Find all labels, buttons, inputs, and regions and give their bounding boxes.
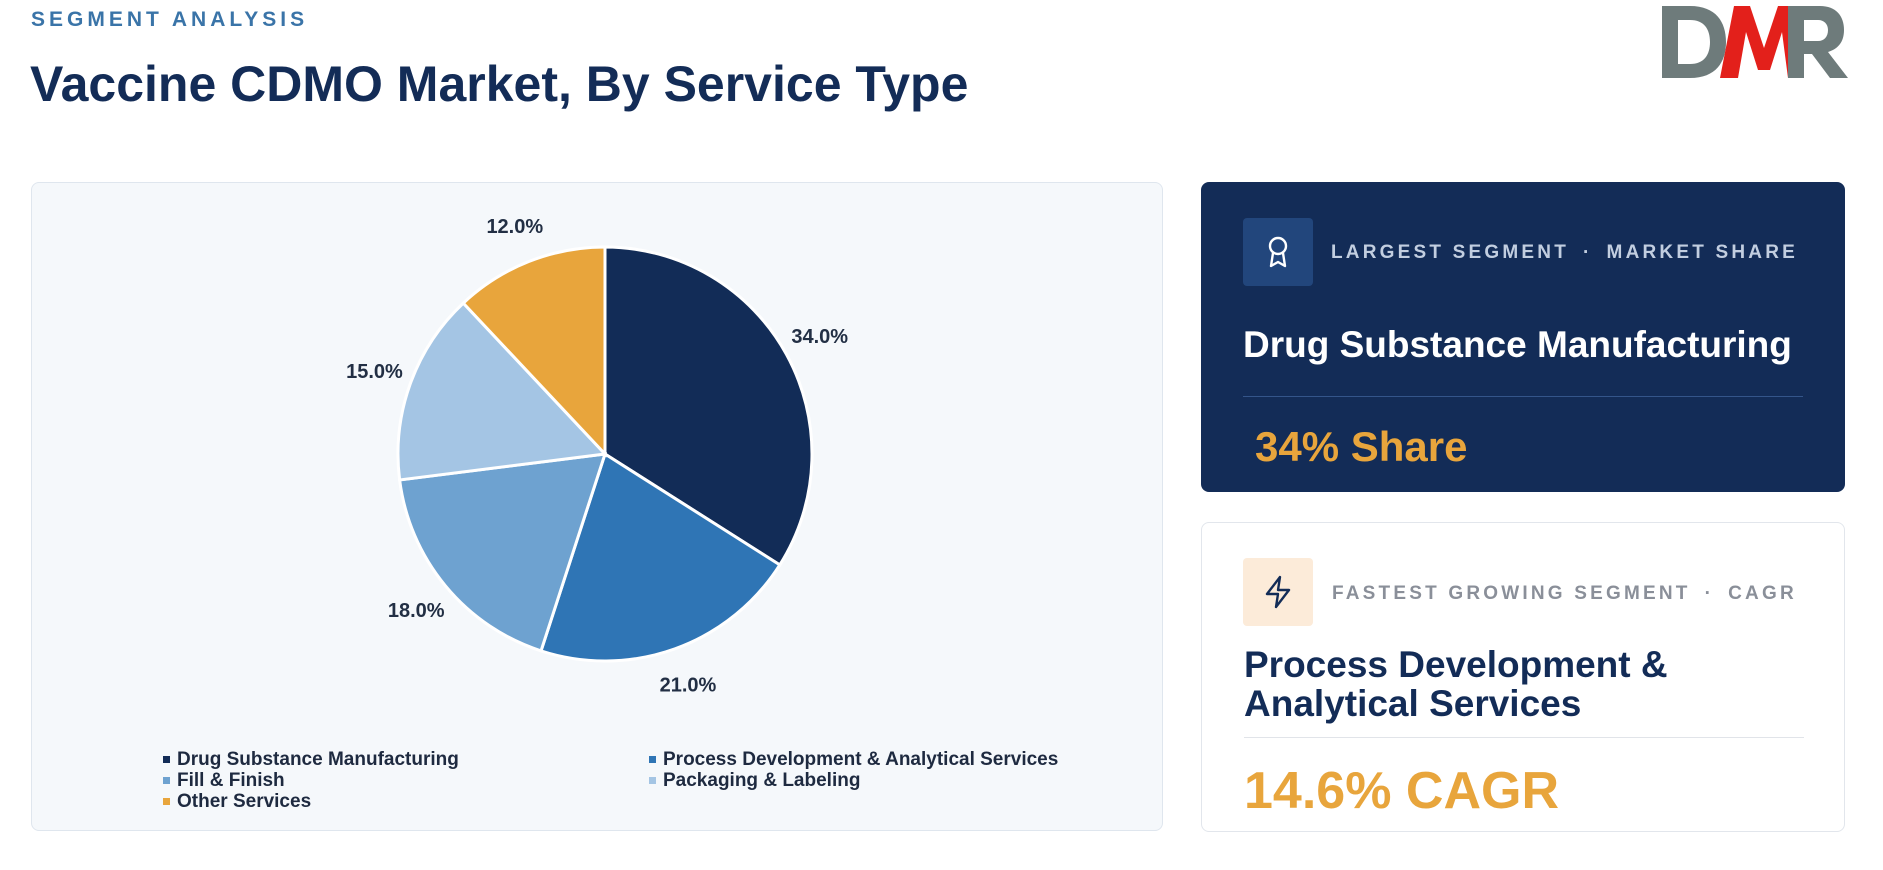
legend-swatch [649,777,656,784]
fastest-growing-value: 14.6% CAGR [1244,762,1559,820]
pie-slice [396,300,609,482]
eyebrow-label: SEGMENT ANALYSIS [31,8,309,31]
legend-swatch [649,756,656,763]
legend-item: Fill & Finish [163,770,649,791]
pie-slice [461,245,607,458]
fastest-growing-name: Process Development & Analytical Service… [1244,644,1668,724]
legend-label: Process Development & Analytical Service… [663,749,1059,770]
card-divider [1244,737,1804,738]
card-metric-text: CAGR [1728,583,1797,604]
pie-slice [397,452,608,653]
largest-segment-label: LARGEST SEGMENT · MARKET SHARE [1331,242,1798,264]
chart-legend: Drug Substance Manufacturing Process Dev… [163,749,1103,812]
slice-percent-label: 21.0% [660,675,717,697]
fastest-growing-label: FASTEST GROWING SEGMENT · CAGR [1332,583,1797,605]
legend-item: Process Development & Analytical Service… [649,749,1103,770]
pie-chart-card: 34.0% 21.0% 18.0% 15.0% 12.0% Drug Substance… [31,182,1163,831]
page-title: Vaccine CDMO Market, By Service Type [30,56,969,112]
legend-label: Packaging & Labeling [663,770,861,791]
legend-swatch [163,756,170,763]
legend-swatch [163,798,170,805]
legend-item: Drug Substance Manufacturing [163,749,649,770]
largest-segment-value: 34% Share [1255,423,1468,470]
dmr-logo [1662,6,1848,78]
pie-chart: 34.0% 21.0% 18.0% 15.0% 12.0% [346,216,848,697]
card-label-text: LARGEST SEGMENT [1331,242,1570,263]
largest-segment-name: Drug Substance Manufacturing [1243,324,1792,365]
label-separator: · [1583,242,1593,263]
legend-label: Drug Substance Manufacturing [177,749,459,770]
card-divider [1243,396,1803,397]
lightning-icon [1243,558,1313,626]
legend-item: Packaging & Labeling [649,770,1103,791]
card-label-text: FASTEST GROWING SEGMENT [1332,583,1691,604]
award-icon [1243,218,1313,286]
largest-segment-card: LARGEST SEGMENT · MARKET SHARE Drug Substa… [1201,182,1845,492]
legend-swatch [163,777,170,784]
legend-label: Other Services [177,791,312,812]
legend-label: Fill & Finish [177,770,285,791]
slice-percent-label: 12.0% [486,216,543,238]
slice-percent-label: 15.0% [346,361,403,383]
slice-percent-label: 18.0% [388,600,445,622]
label-separator: · [1704,583,1715,604]
card-metric-text: MARKET SHARE [1606,242,1799,263]
fastest-growing-card: FASTEST GROWING SEGMENT · CAGR Process Dev… [1201,522,1845,832]
pie-slice [539,451,782,663]
legend-item: Other Services [163,791,649,812]
slice-percent-label: 34.0% [791,326,848,348]
